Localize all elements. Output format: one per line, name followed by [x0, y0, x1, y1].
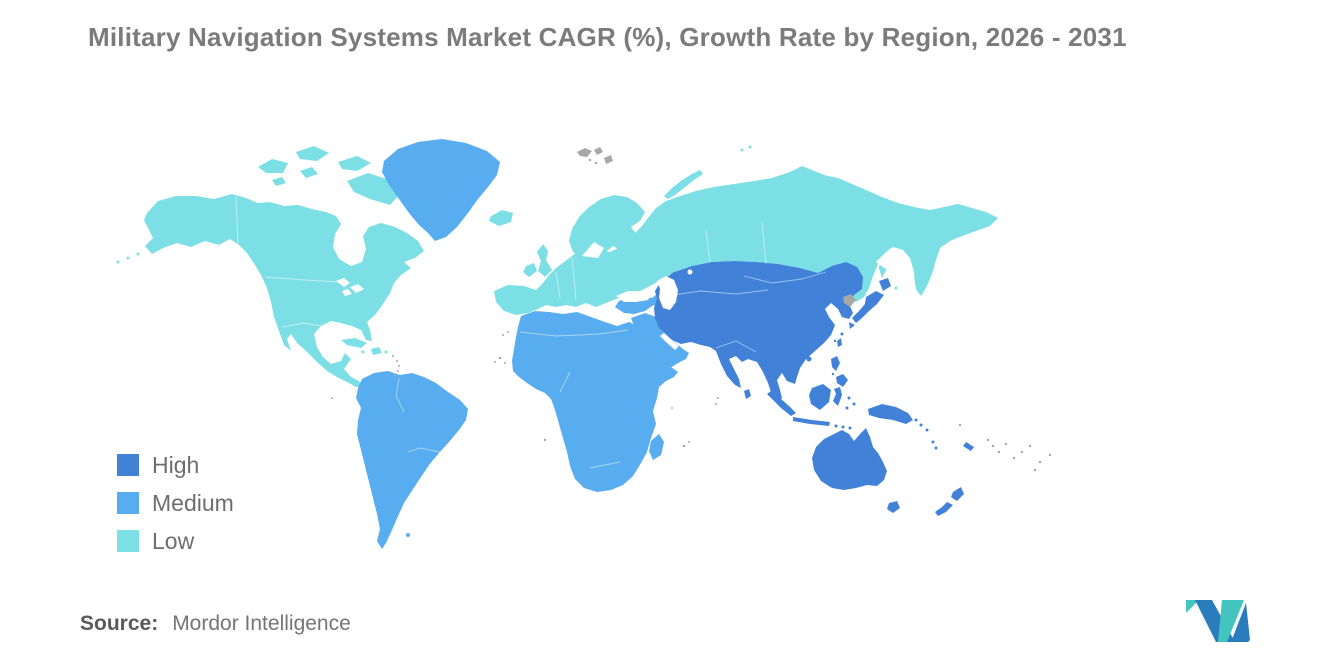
source-value: Mordor Intelligence: [172, 612, 351, 635]
mordor-intelligence-logo: [1186, 600, 1250, 642]
source-label: Source:: [80, 612, 159, 635]
legend-swatch-low: [117, 530, 139, 552]
legend: High Medium Low: [117, 452, 234, 566]
legend-swatch-medium: [117, 492, 139, 514]
legend-label-high: High: [152, 451, 200, 478]
legend-swatch-high: [117, 454, 139, 476]
logo-blue-right: [1231, 603, 1250, 642]
legend-label-medium: Medium: [152, 489, 234, 516]
region-greenland: [382, 139, 500, 241]
source-row: Source: Mordor Intelligence: [80, 612, 351, 636]
legend-item-low: Low: [117, 528, 234, 554]
legend-label-low: Low: [152, 527, 195, 554]
legend-item-medium: Medium: [117, 490, 234, 516]
chart-title: Military Navigation Systems Market CAGR …: [88, 22, 1127, 52]
region-south-america: [356, 371, 468, 549]
logo-teal-left: [1186, 600, 1199, 613]
seas-overlay: [336, 242, 916, 350]
region-africa: [512, 311, 678, 492]
region-no-data: [331, 147, 1052, 472]
logo-teal-right: [1218, 600, 1244, 642]
legend-item-high: High: [117, 452, 234, 478]
region-asia-pacific: [654, 261, 974, 516]
region-europe-russia: [489, 145, 998, 315]
country-borders: [235, 195, 827, 469]
region-north-america: [116, 146, 424, 387]
